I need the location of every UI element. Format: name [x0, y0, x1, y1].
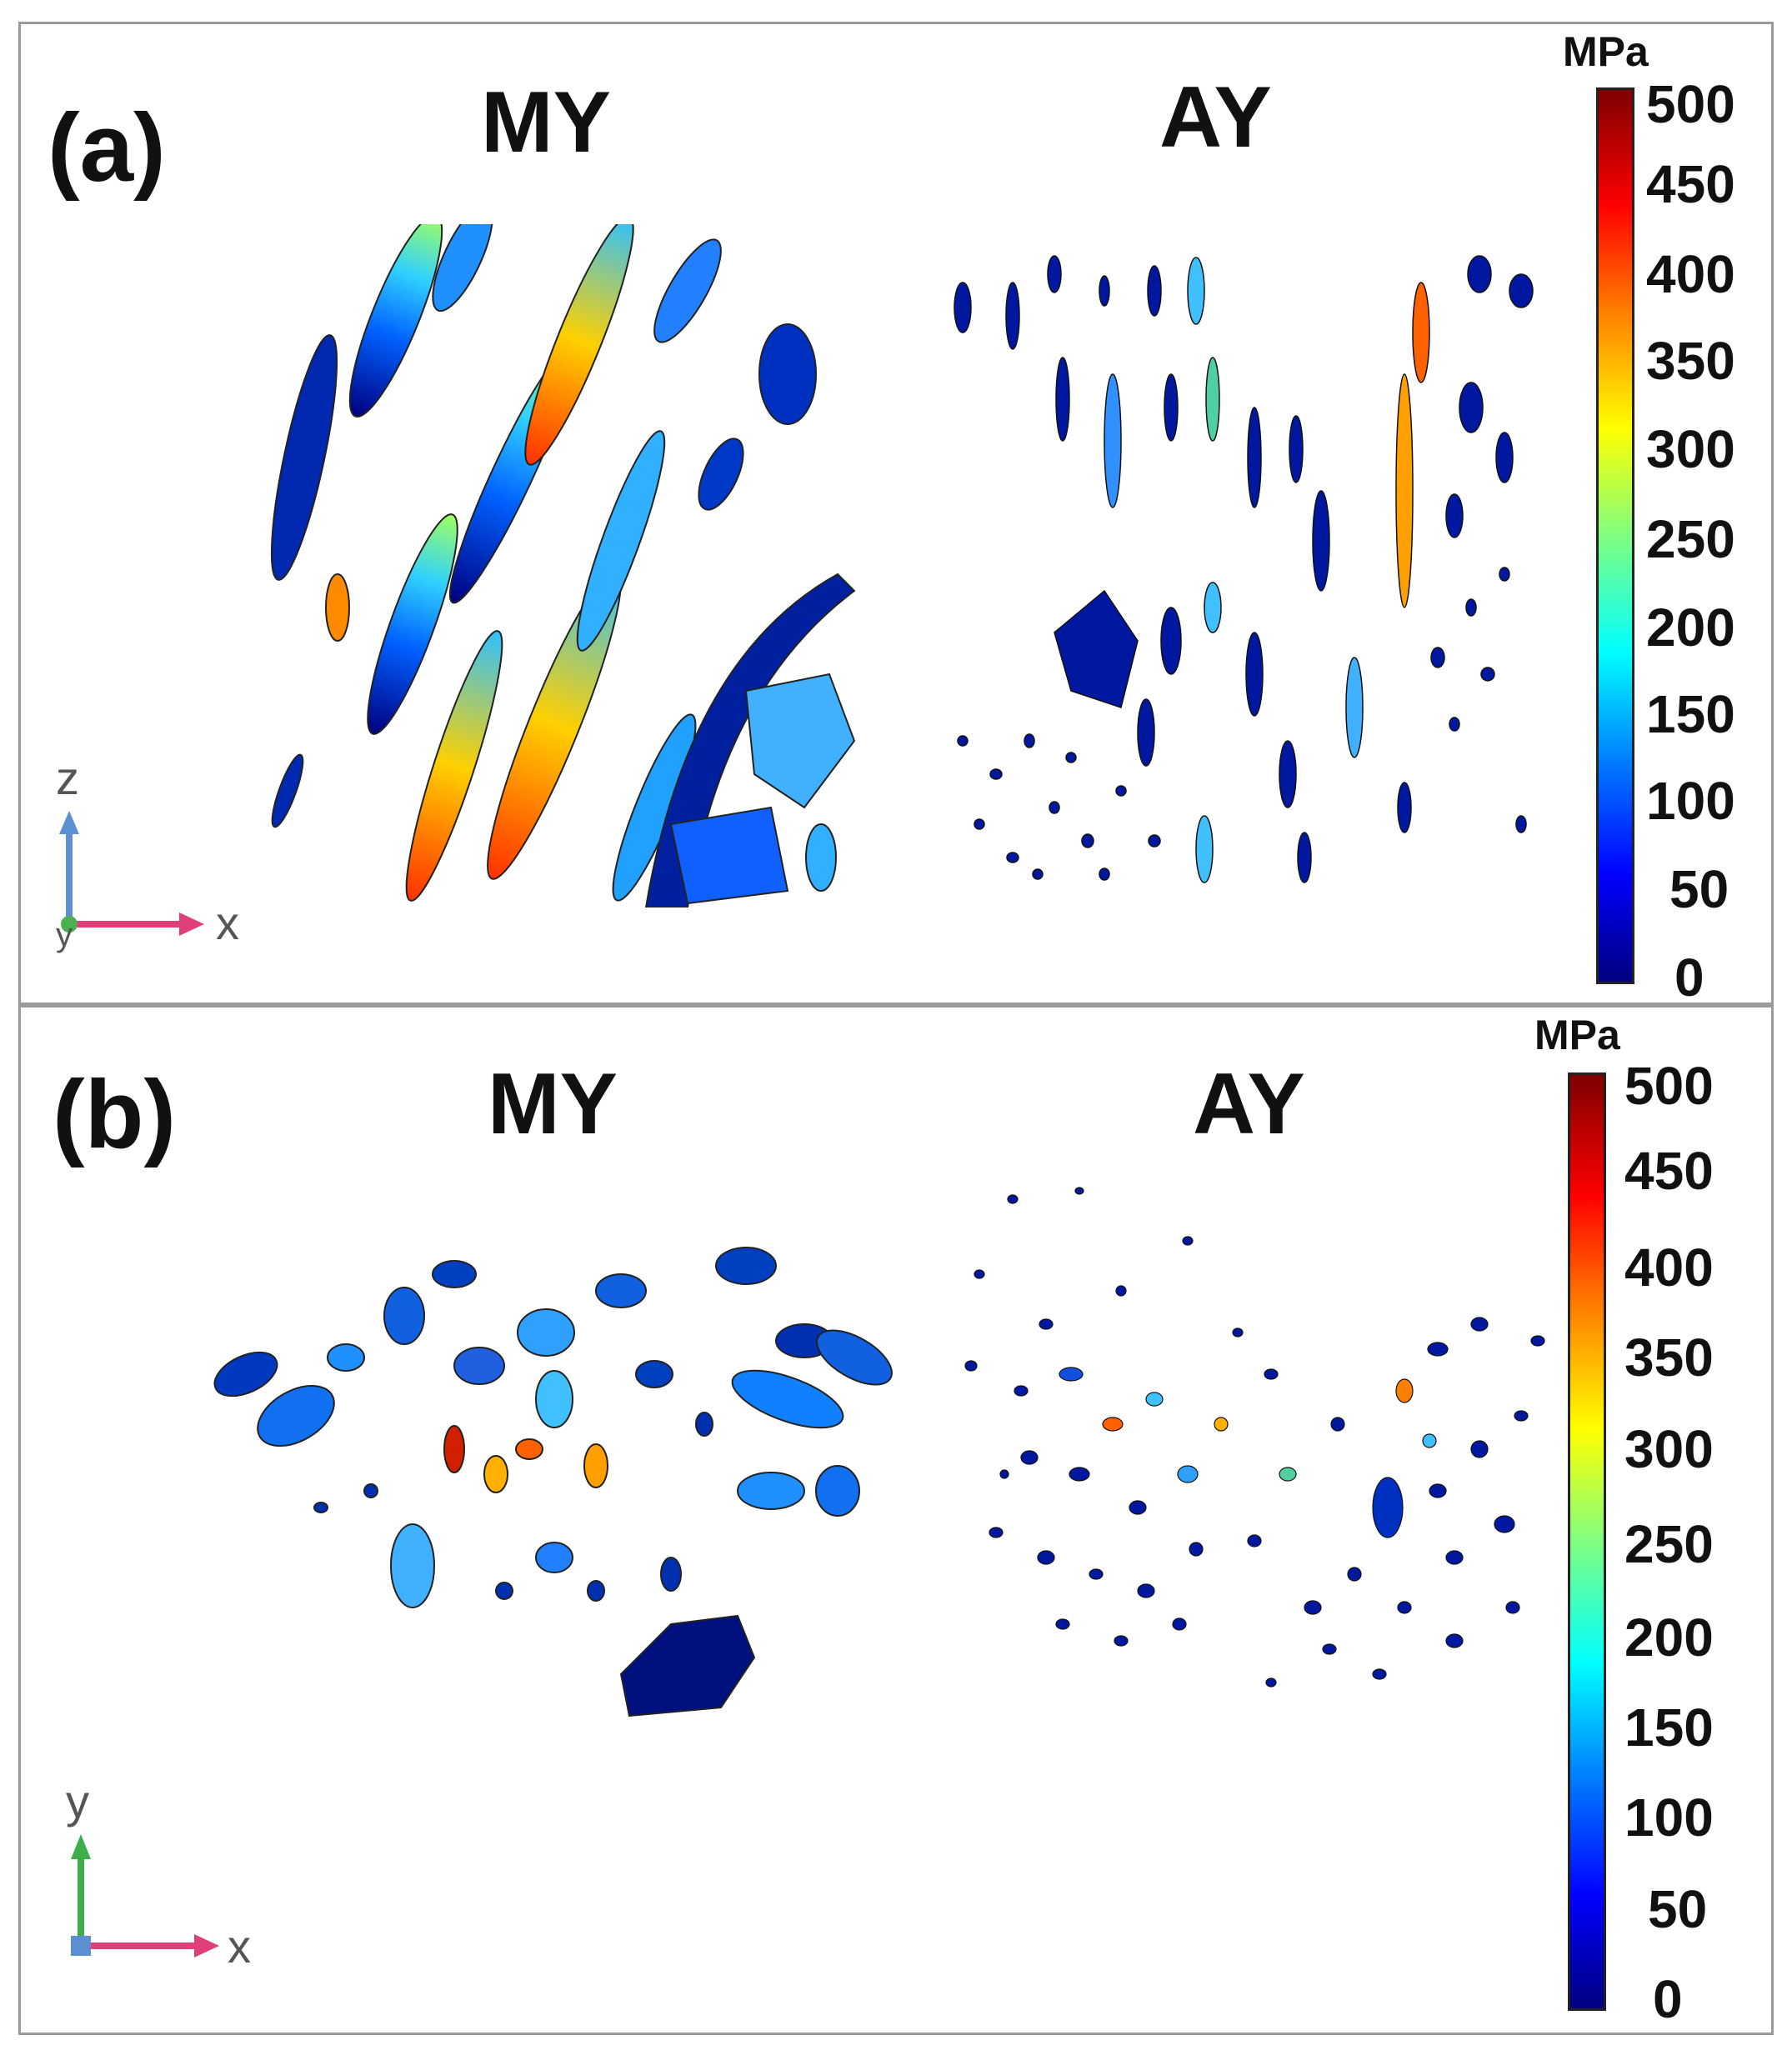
colorbar-tick: 400: [1624, 1238, 1714, 1298]
colorbar-tick: 500: [1624, 1056, 1714, 1116]
colorbar-tick: 150: [1646, 684, 1735, 744]
colorbar-tick: 350: [1646, 331, 1735, 391]
panel-b: (b) MY AY: [18, 1005, 1774, 2035]
axis-label-vertical: z: [56, 752, 79, 804]
panel-label: (a): [48, 93, 166, 202]
colorbar-tick: 150: [1624, 1698, 1714, 1758]
colorbar-tick: 350: [1624, 1328, 1714, 1388]
colorbar-tick: 450: [1646, 154, 1735, 214]
colorbar-tick: 450: [1624, 1141, 1714, 1201]
colorbar-unit: MPa: [1563, 28, 1649, 75]
colorbar-tick: 50: [1669, 859, 1729, 919]
colorbar-tick: 300: [1646, 419, 1735, 479]
ay-stress-map: [964, 1187, 1545, 1688]
left-title: MY: [488, 1056, 618, 1152]
colorbar-tick: 250: [1624, 1514, 1714, 1574]
colorbar: [1568, 1072, 1606, 2011]
right-title: AY: [1159, 69, 1272, 166]
my-stress-map: [213, 1247, 893, 1718]
colorbar-tick: 200: [1646, 598, 1735, 658]
colorbar-tick: 200: [1624, 1608, 1714, 1668]
colorbar-tick: 0: [1653, 1969, 1683, 2029]
my-stress-map: [270, 224, 856, 908]
ay-stress-map: [954, 255, 1534, 883]
axis-label-vertical: y: [66, 1775, 89, 1828]
colorbar-tick: 300: [1624, 1419, 1714, 1479]
right-title: AY: [1193, 1056, 1305, 1152]
axis-label-horizontal: x: [216, 897, 239, 949]
panel-a: (a) MY AY: [18, 22, 1774, 1005]
colorbar-tick: 100: [1646, 771, 1735, 831]
colorbar-tick: 250: [1646, 509, 1735, 569]
colorbar-tick: 50: [1648, 1879, 1708, 1939]
colorbar-tick: 0: [1674, 948, 1704, 1005]
colorbar-tick: 400: [1646, 244, 1735, 304]
colorbar-unit: MPa: [1534, 1012, 1620, 1058]
left-title: MY: [481, 74, 611, 171]
colorbar-tick: 100: [1624, 1788, 1714, 1848]
axis-triad: z x y: [56, 752, 239, 953]
colorbar: [1596, 88, 1634, 984]
panel-label: (b): [53, 1060, 177, 1168]
axis-label-horizontal: x: [228, 1920, 251, 1972]
axis-label-out: y: [56, 917, 73, 953]
axis-triad: y x: [66, 1775, 251, 1972]
colorbar-tick: 500: [1646, 74, 1735, 134]
